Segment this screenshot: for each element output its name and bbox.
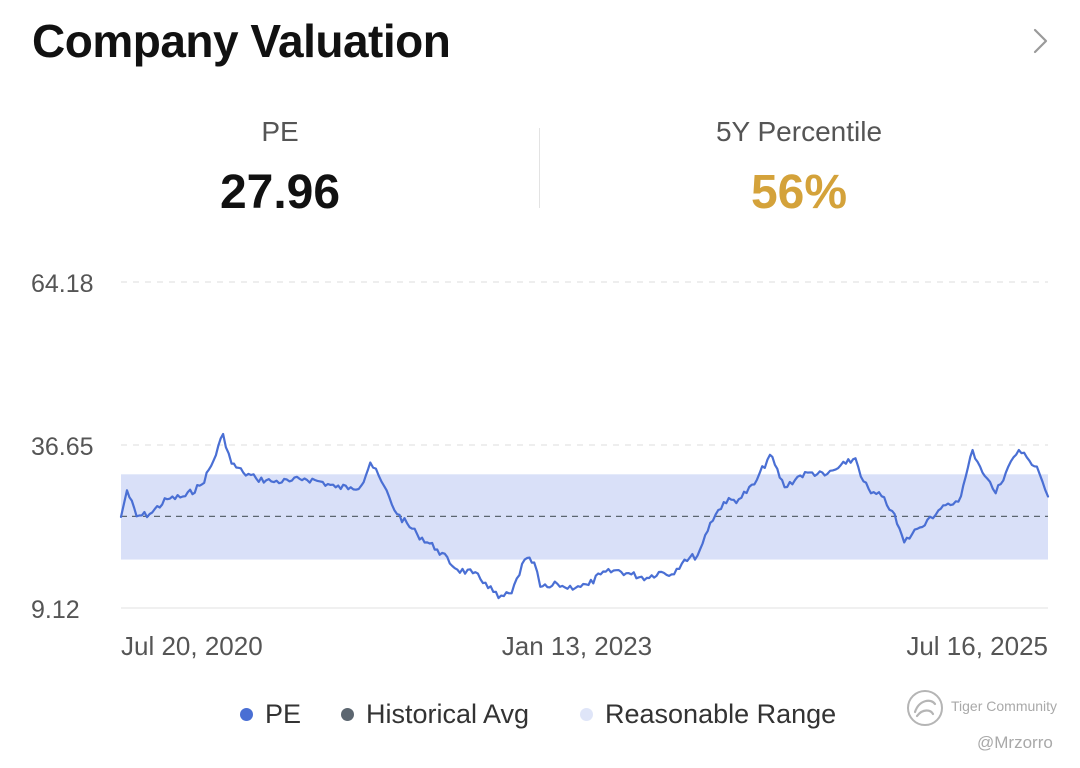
x-axis-ticks: Jul 20, 2020 Jan 13, 2023 Jul 16, 2025	[121, 631, 1048, 661]
pe-value: 27.96	[219, 166, 341, 219]
x-tick-label: Jul 20, 2020	[121, 631, 263, 661]
chart-legend: PE Historical Avg Reasonable Range	[0, 694, 1080, 734]
percentile-label: 5Y Percentile	[715, 116, 883, 147]
pe-label: PE	[261, 116, 299, 147]
page-title: Company Valuation	[32, 15, 451, 67]
y-tick-label: 9.12	[31, 596, 80, 624]
legend-label-historical-avg: Historical Avg	[366, 698, 530, 729]
legend-swatch-reasonable-range	[580, 707, 593, 721]
metrics-divider	[539, 128, 540, 208]
pe-metric: PE 27.96	[80, 114, 480, 220]
y-tick-label: 36.65	[31, 433, 94, 461]
legend-swatch-historical-avg	[341, 707, 354, 721]
x-tick-label: Jan 13, 2023	[502, 631, 652, 661]
legend-swatch-pe	[240, 707, 253, 721]
watermark: Tiger Community @Mrzorro	[905, 688, 1065, 758]
legend-label-pe: PE	[265, 698, 302, 729]
legend-item-pe: PE	[240, 694, 301, 734]
x-tick-label: Jul 16, 2025	[906, 631, 1048, 661]
chart-gridlines	[121, 281, 1048, 609]
y-tick-label: 64.18	[31, 270, 94, 298]
tiger-community-logo-icon	[907, 690, 943, 726]
chevron-right-icon[interactable]	[1026, 26, 1056, 56]
y-axis-ticks: 64.18 36.65 9.12	[31, 270, 94, 624]
pe-series	[119, 432, 1050, 600]
percentile-metric: 5Y Percentile 56%	[599, 114, 999, 220]
legend-item-reasonable-range: Reasonable Range	[580, 694, 836, 734]
legend-label-reasonable-range: Reasonable Range	[605, 698, 837, 729]
percentile-value: 56%	[750, 166, 848, 219]
watermark-name: Tiger Community	[951, 698, 1058, 714]
watermark-user: @Mrzorro	[977, 733, 1053, 752]
pe-line	[119, 432, 1050, 600]
legend-item-historical-avg: Historical Avg	[341, 694, 529, 734]
